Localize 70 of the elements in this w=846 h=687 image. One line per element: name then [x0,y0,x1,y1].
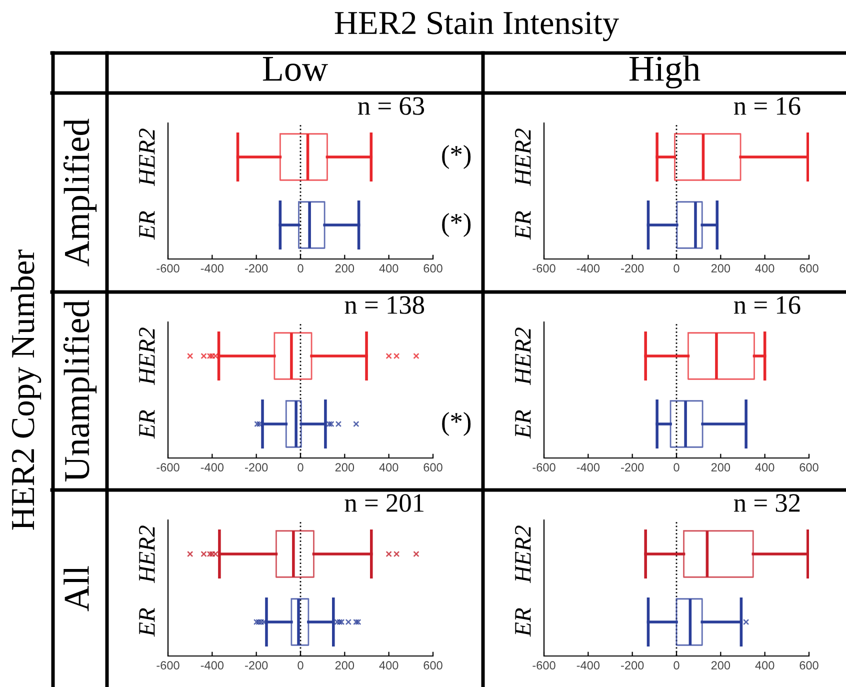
x-tick-label: -600 [156,463,180,472]
y-tick-label: HER2 [139,128,155,186]
x-tick-label: -200 [621,661,644,670]
text: Low [262,57,328,82]
text: (*) [442,412,471,436]
x-tick-label: 400 [755,264,774,273]
y-tick-label: HER2 [139,328,155,386]
x-tick-label: 0 [298,264,304,273]
text: n = 32 [734,494,800,512]
x-tick-label: -400 [576,463,600,472]
text: n = 201 [344,494,424,512]
x-tick-label: -600 [532,661,556,670]
x-tick-label: 400 [755,463,774,472]
x-tick-label: 200 [711,264,730,273]
x-tick-label: -400 [576,661,600,670]
y-tick-label: ER [515,210,531,240]
x-tick-label: -200 [621,264,644,273]
y-tick-label: HER2 [515,128,531,186]
x-tick-label: 200 [335,463,354,472]
x-tick-label: 400 [379,463,398,472]
x-tick-label: 600 [800,264,818,273]
x-tick-label: 600 [424,463,442,472]
x-tick-label: -400 [576,264,600,273]
x-tick-label: -200 [245,264,268,273]
x-tick-label: -600 [532,463,556,472]
x-tick-label: -200 [245,661,268,670]
x-tick-label: 400 [755,661,774,670]
x-tick-label: 600 [424,264,442,273]
y-tick-label: ER [139,410,155,439]
text: High [629,56,700,88]
y-tick-label: HER2 [139,526,155,584]
text: All [64,566,89,612]
x-tick-label: 200 [711,661,730,670]
x-tick-label: 400 [379,264,398,273]
x-tick-label: 600 [800,661,818,670]
x-tick-label: 600 [424,661,442,670]
x-tick-label: -600 [156,264,180,273]
y-tick-label: ER [139,608,155,637]
x-tick-label: -600 [532,264,556,273]
text: Unamplified [63,300,97,482]
x-tick-label: 0 [298,661,304,670]
text: n = 16 [734,296,800,314]
x-tick-label: -400 [200,661,224,670]
x-tick-label: -400 [200,463,224,472]
y-tick-label: HER2 [515,526,531,584]
text: n = 138 [344,296,424,314]
x-tick-label: 0 [674,463,680,472]
text: n = 16 [734,97,800,115]
text: n = 63 [358,97,424,115]
x-tick-label: 0 [298,463,304,472]
x-tick-label: -200 [245,463,268,472]
text: (*) [442,213,471,237]
y-tick-label: ER [139,210,155,240]
text: (*) [442,145,471,169]
x-tick-label: 200 [335,264,354,273]
x-tick-label: 200 [335,661,354,670]
y-tick-label: ER [515,410,531,439]
text: Amplified [63,118,97,266]
x-tick-label: 200 [711,463,730,472]
text: HER2 Copy Number [10,250,42,530]
x-tick-label: 400 [379,661,398,670]
y-tick-label: HER2 [515,328,531,386]
x-tick-label: 0 [674,264,680,273]
x-tick-label: 0 [674,661,680,670]
x-tick-label: 600 [800,463,818,472]
x-tick-label: -200 [621,463,644,472]
y-tick-label: ER [515,608,531,637]
x-tick-label: -400 [200,264,224,273]
x-tick-label: -600 [156,661,180,670]
text: HER2 Stain Intensity [334,12,619,42]
